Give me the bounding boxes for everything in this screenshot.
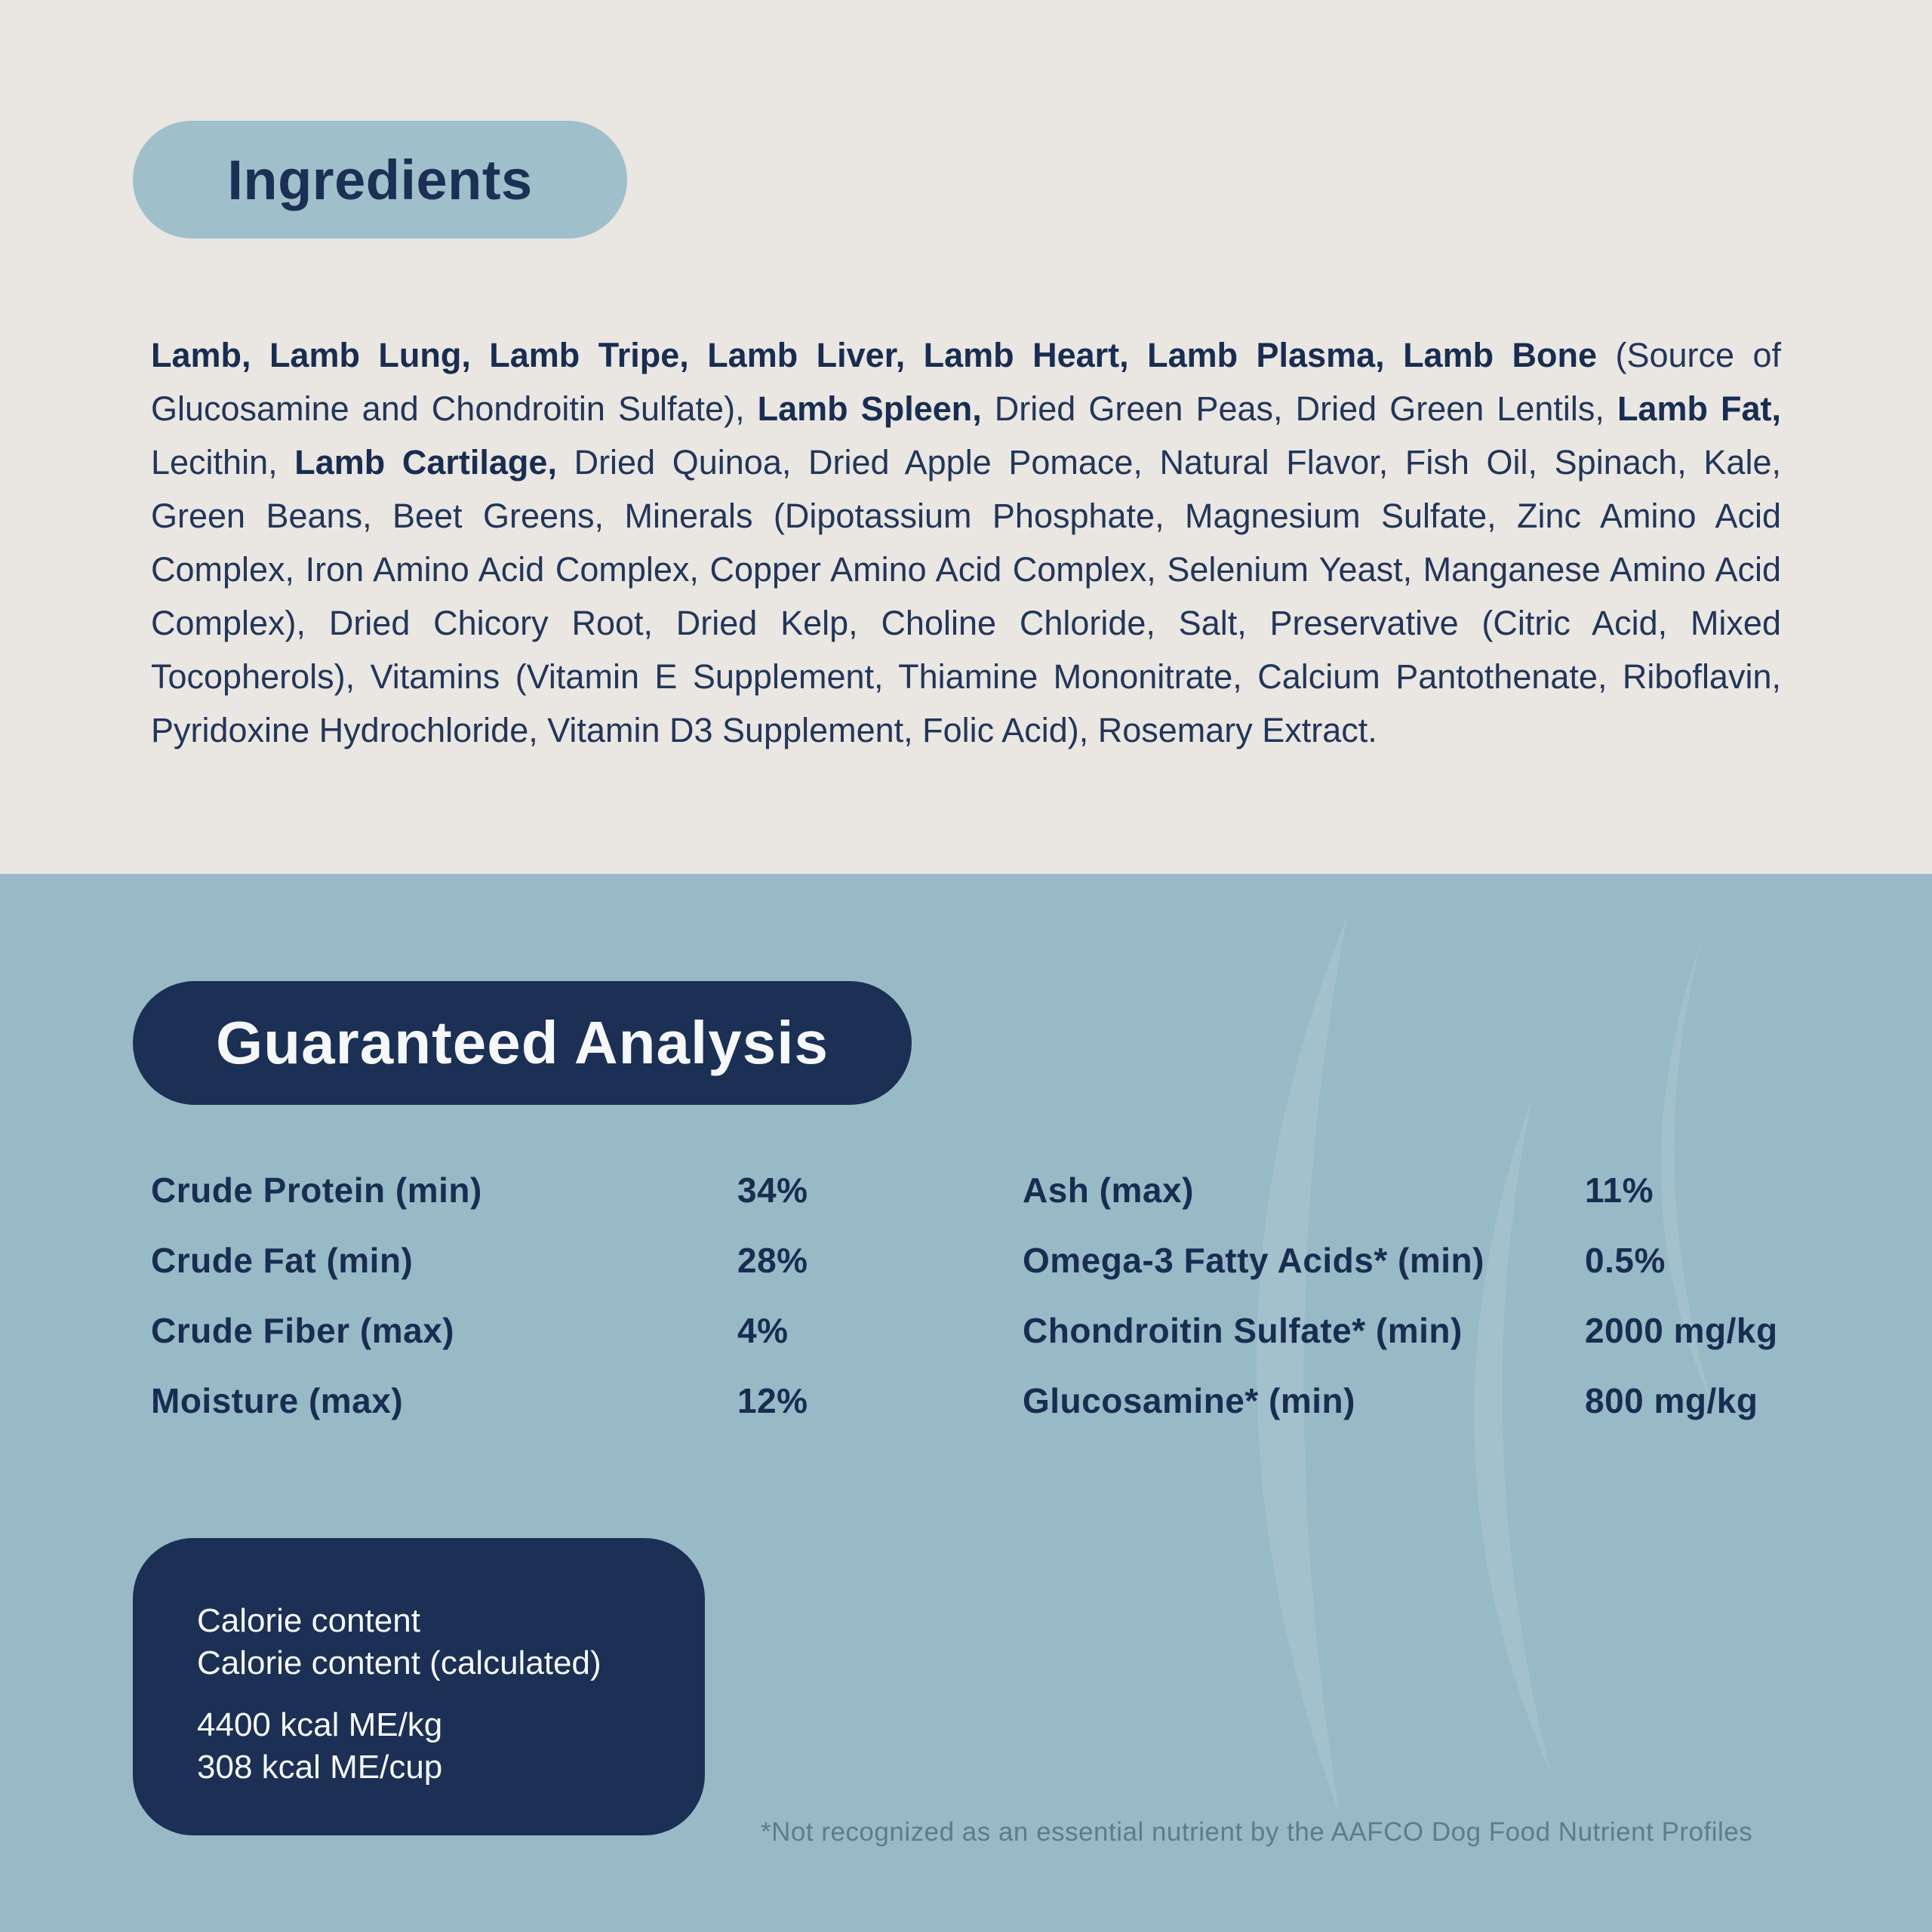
analysis-row-value: 0.5% — [1585, 1241, 1666, 1280]
analysis-row-value: 11% — [1585, 1171, 1654, 1210]
ingredient-segment: Dried Quinoa, Dried Apple Pomace, Natura… — [151, 443, 1781, 749]
analysis-row-label: Ash (max) — [1023, 1171, 1194, 1210]
analysis-row-label: Chondroitin Sulfate* (min) — [1023, 1311, 1463, 1350]
analysis-row: Crude Protein (min) 34% — [151, 1164, 1019, 1217]
calorie-content-calculated-label: Calorie content (calculated) — [197, 1644, 601, 1681]
steam-swoosh-icon — [1256, 917, 1713, 1815]
ingredient-segment: Lecithin, — [151, 443, 295, 481]
analysis-row: Crude Fiber (max) 4% — [151, 1304, 1019, 1358]
calorie-value-per-kg: 4400 kcal ME/kg — [197, 1706, 443, 1743]
analysis-row-label: Moisture (max) — [151, 1381, 404, 1420]
analysis-row-label: Crude Fiber (max) — [151, 1311, 455, 1350]
analysis-column-right: Ash (max) 11% Omega-3 Fatty Acids* (min) 0.… — [1023, 1164, 1823, 1444]
analysis-row-label: Crude Fat (min) — [151, 1241, 414, 1280]
ingredient-bold-segment: Lamb Spleen, — [757, 389, 982, 428]
analysis-row-value: 34% — [737, 1171, 808, 1210]
ingredient-segment: (Source of Glucosamine and Chondroitin S… — [151, 336, 1781, 428]
calorie-spacer — [197, 1684, 660, 1704]
analysis-row: Omega-3 Fatty Acids* (min) 0.5% — [1023, 1234, 1823, 1287]
analysis-row: Moisture (max) 12% — [151, 1374, 1019, 1428]
analysis-row: Crude Fat (min) 28% — [151, 1234, 1019, 1287]
ingredients-title: Ingredients — [227, 148, 533, 211]
calorie-content-label: Calorie content — [197, 1602, 420, 1639]
analysis-row-value: 12% — [737, 1381, 808, 1420]
calorie-box: Calorie content Calorie content (calcula… — [133, 1538, 705, 1835]
ingredients-badge: Ingredients — [133, 121, 627, 238]
ingredient-segment: Dried Green Peas, Dried Green Lentils, — [981, 389, 1617, 428]
analysis-row-value: 800 mg/kg — [1585, 1381, 1758, 1420]
ingredient-bold-segment: Lamb, Lamb Lung, Lamb Tripe, Lamb Liver,… — [151, 336, 1598, 374]
analysis-row-label: Omega-3 Fatty Acids* (min) — [1023, 1241, 1484, 1280]
aafco-footnote: *Not recognized as an essential nutrient… — [761, 1817, 1753, 1847]
guaranteed-analysis-title: Guaranteed Analysis — [216, 1009, 829, 1076]
analysis-row: Ash (max) 11% — [1023, 1164, 1823, 1217]
analysis-row-label: Crude Protein (min) — [151, 1171, 482, 1210]
guaranteed-analysis-badge: Guaranteed Analysis — [133, 981, 912, 1105]
ingredient-bold-segment: Lamb Cartilage, — [294, 443, 557, 481]
analysis-column-left: Crude Protein (min) 34% Crude Fat (min) 28%… — [151, 1164, 1019, 1444]
ingredients-text: Lamb, Lamb Lung, Lamb Tripe, Lamb Liver,… — [151, 328, 1781, 757]
analysis-row-value: 2000 mg/kg — [1585, 1311, 1778, 1350]
calorie-value-per-cup: 308 kcal ME/cup — [197, 1749, 443, 1786]
ingredient-bold-segment: Lamb Fat, — [1617, 389, 1782, 428]
analysis-row-value: 4% — [737, 1311, 789, 1350]
analysis-row: Chondroitin Sulfate* (min) 2000 mg/kg — [1023, 1304, 1823, 1358]
analysis-row: Glucosamine* (min) 800 mg/kg — [1023, 1374, 1823, 1428]
analysis-row-value: 28% — [737, 1241, 808, 1280]
analysis-row-label: Glucosamine* (min) — [1023, 1381, 1355, 1420]
